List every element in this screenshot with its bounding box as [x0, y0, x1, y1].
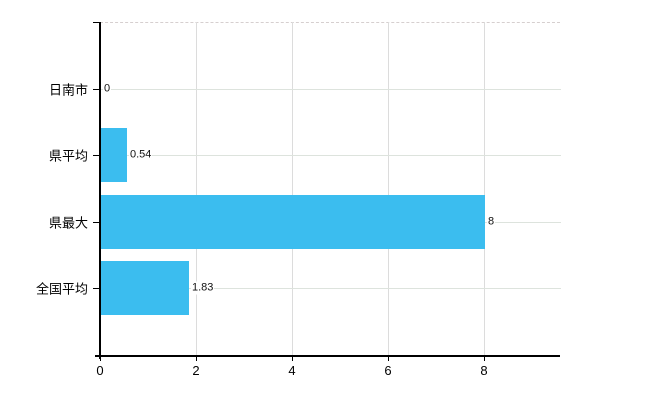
x-tick-label: 8 — [480, 363, 488, 378]
category-label: 全国平均 — [35, 281, 88, 297]
gridline-vertical — [292, 22, 293, 355]
bar-value-label: 0 — [103, 82, 112, 96]
x-tick-label: 2 — [192, 363, 200, 378]
gridline-vertical — [484, 22, 485, 355]
gridline-horizontal — [101, 288, 561, 289]
y-axis-tick — [93, 89, 100, 90]
x-axis-tick — [484, 356, 485, 361]
bar-value-label: 0.54 — [129, 148, 153, 162]
gridline-horizontal — [101, 155, 561, 156]
category-label: 県最大 — [48, 215, 88, 231]
x-axis-tick — [196, 356, 197, 361]
y-axis-tick — [93, 288, 100, 289]
x-tick-label: 0 — [96, 363, 104, 378]
bar — [101, 195, 485, 249]
x-axis-tick — [100, 356, 101, 361]
x-tick-label: 4 — [288, 363, 296, 378]
gridline-vertical — [388, 22, 389, 355]
y-axis-tick — [93, 155, 100, 156]
plot-top-border — [100, 22, 560, 23]
x-axis-tick — [292, 356, 293, 361]
gridline-vertical — [196, 22, 197, 355]
bar-value-label: 1.83 — [191, 281, 215, 295]
x-axis-tick — [388, 356, 389, 361]
y-axis-line — [99, 22, 101, 359]
gridline-horizontal — [101, 89, 561, 90]
bar-value-label: 8 — [487, 215, 496, 229]
y-axis-top-tick — [93, 22, 100, 23]
y-axis-tick — [93, 222, 100, 223]
x-axis-line — [95, 355, 560, 357]
bar — [101, 261, 189, 315]
x-tick-label: 6 — [384, 363, 392, 378]
category-label: 県平均 — [48, 148, 88, 164]
bar — [101, 128, 127, 182]
category-label: 日南市 — [48, 82, 88, 98]
